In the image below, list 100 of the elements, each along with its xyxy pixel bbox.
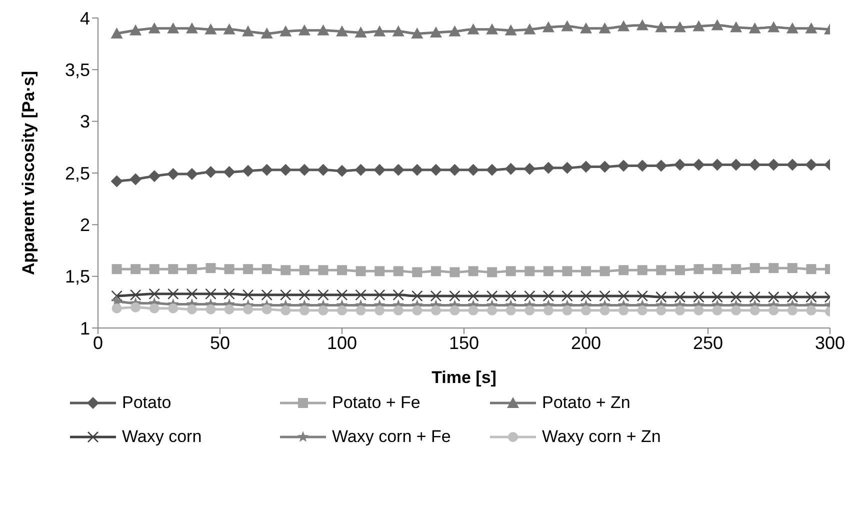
x-tick-label: 200 bbox=[570, 332, 602, 353]
y-tick-label: 3 bbox=[80, 112, 90, 132]
point bbox=[204, 23, 217, 34]
point bbox=[204, 166, 217, 178]
point bbox=[393, 266, 404, 276]
point bbox=[224, 264, 234, 274]
point bbox=[542, 21, 554, 32]
point bbox=[448, 164, 461, 176]
point bbox=[504, 162, 517, 175]
y-tick-label: 2,5 bbox=[64, 163, 90, 184]
point bbox=[486, 23, 498, 34]
point bbox=[694, 305, 704, 316]
point bbox=[450, 305, 460, 316]
point bbox=[430, 290, 442, 302]
point bbox=[674, 21, 686, 32]
point bbox=[467, 23, 480, 34]
point bbox=[806, 305, 816, 316]
point bbox=[336, 25, 348, 36]
point bbox=[637, 305, 648, 316]
point bbox=[412, 305, 422, 316]
point bbox=[655, 21, 668, 32]
point bbox=[299, 305, 310, 316]
point bbox=[580, 290, 592, 302]
legend-label: Waxy corn + Zn bbox=[542, 427, 661, 447]
point bbox=[786, 158, 798, 171]
point bbox=[581, 305, 591, 316]
point bbox=[787, 263, 798, 274]
point bbox=[730, 158, 742, 171]
point bbox=[768, 305, 779, 316]
point bbox=[168, 264, 178, 274]
point bbox=[223, 166, 236, 178]
point bbox=[750, 263, 760, 274]
point bbox=[618, 290, 630, 302]
point bbox=[299, 265, 310, 276]
point bbox=[280, 289, 292, 301]
point bbox=[186, 264, 197, 274]
point bbox=[600, 266, 610, 276]
point bbox=[542, 162, 554, 174]
point bbox=[711, 19, 724, 30]
point bbox=[504, 24, 517, 36]
point bbox=[562, 290, 573, 302]
point bbox=[524, 162, 536, 175]
point bbox=[636, 160, 648, 172]
point bbox=[430, 305, 441, 316]
point bbox=[148, 170, 160, 182]
point bbox=[562, 266, 572, 276]
point bbox=[261, 289, 272, 301]
point bbox=[487, 305, 498, 316]
point bbox=[356, 266, 366, 276]
point bbox=[280, 265, 291, 276]
point bbox=[805, 158, 818, 171]
point bbox=[412, 290, 423, 302]
point bbox=[581, 266, 591, 276]
point bbox=[692, 20, 705, 32]
point bbox=[618, 305, 629, 316]
x-tick-label: 0 bbox=[92, 332, 104, 353]
point bbox=[206, 263, 216, 274]
point bbox=[731, 264, 742, 274]
point bbox=[260, 164, 273, 176]
point bbox=[806, 264, 816, 274]
point bbox=[450, 267, 460, 278]
point bbox=[298, 289, 310, 301]
point bbox=[449, 290, 460, 302]
point bbox=[148, 22, 160, 34]
point bbox=[411, 28, 424, 38]
legend-label: Waxy corn + Fe bbox=[332, 427, 451, 447]
point bbox=[786, 22, 798, 34]
point bbox=[130, 289, 142, 301]
point bbox=[805, 22, 818, 34]
point bbox=[562, 305, 572, 316]
y-tick-label: 1,5 bbox=[64, 266, 90, 287]
point bbox=[112, 264, 122, 274]
point bbox=[224, 288, 235, 300]
point bbox=[392, 289, 404, 301]
point bbox=[542, 290, 554, 302]
point bbox=[149, 303, 160, 314]
point bbox=[336, 289, 348, 301]
point bbox=[168, 303, 178, 314]
y-tick-label: 2 bbox=[80, 215, 90, 236]
point bbox=[186, 22, 198, 34]
point bbox=[750, 305, 760, 316]
point bbox=[618, 20, 630, 32]
x-tick-label: 300 bbox=[814, 332, 846, 353]
x-tick-label: 50 bbox=[210, 332, 230, 353]
point bbox=[524, 23, 536, 34]
point bbox=[354, 164, 367, 176]
point bbox=[243, 304, 254, 314]
point bbox=[524, 305, 535, 316]
point bbox=[430, 26, 442, 38]
point bbox=[748, 22, 761, 34]
point bbox=[186, 288, 198, 300]
point bbox=[280, 305, 291, 316]
point bbox=[636, 19, 648, 30]
point bbox=[298, 24, 310, 36]
point bbox=[749, 291, 760, 303]
y-tick-label: 3,5 bbox=[64, 60, 90, 80]
point bbox=[468, 305, 478, 316]
point bbox=[600, 305, 610, 316]
point bbox=[337, 265, 347, 276]
point bbox=[486, 164, 498, 176]
